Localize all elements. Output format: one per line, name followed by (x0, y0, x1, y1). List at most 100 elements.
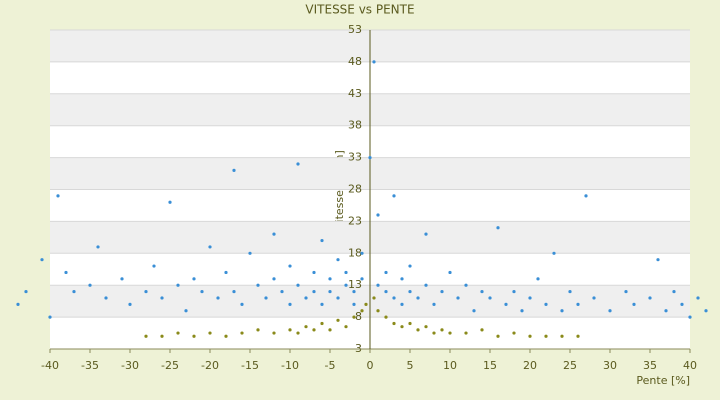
point (248, 251, 252, 255)
point (296, 331, 300, 335)
point (240, 331, 244, 335)
point (48, 315, 52, 319)
point (360, 277, 364, 281)
point (360, 251, 364, 255)
point (432, 302, 436, 306)
y-tick-label: 53 (348, 23, 362, 36)
point (688, 315, 692, 319)
x-tick-label: -5 (325, 359, 336, 372)
point (40, 258, 44, 262)
point (384, 289, 388, 294)
y-tick-label: 48 (348, 55, 362, 68)
point (272, 232, 276, 236)
point (144, 334, 148, 338)
point (312, 270, 316, 275)
point (200, 289, 204, 294)
point (232, 289, 236, 294)
point (328, 277, 332, 281)
point (192, 277, 196, 281)
point (464, 283, 468, 287)
x-tick-label: 0 (367, 359, 374, 372)
x-tick-label: -15 (241, 359, 259, 372)
point (528, 296, 532, 300)
point (216, 296, 220, 300)
point (160, 296, 164, 300)
point (128, 302, 132, 306)
point (448, 270, 452, 275)
point (456, 296, 460, 300)
point (408, 264, 412, 268)
x-axis-title: Pente [%] (636, 374, 690, 387)
point (336, 258, 340, 262)
point (496, 334, 500, 338)
point (432, 331, 436, 335)
point (72, 289, 76, 294)
point (304, 296, 308, 300)
point (120, 277, 124, 281)
point (608, 309, 612, 313)
y-tick-label: 28 (348, 183, 362, 196)
point (504, 302, 508, 306)
point (376, 283, 380, 287)
point (392, 194, 396, 198)
point (448, 331, 452, 335)
point (584, 194, 588, 198)
point (288, 328, 292, 332)
point (240, 302, 244, 306)
point (400, 325, 404, 329)
point (416, 296, 420, 300)
point (288, 264, 292, 268)
point (576, 302, 580, 306)
point (264, 296, 268, 300)
point (480, 328, 484, 332)
point (544, 302, 548, 306)
point (472, 309, 476, 313)
point (288, 302, 292, 306)
point (544, 334, 548, 338)
point (656, 258, 660, 262)
point (648, 296, 652, 300)
point (408, 321, 412, 326)
point (392, 321, 396, 326)
point (320, 321, 324, 326)
point (384, 270, 388, 275)
point (160, 334, 164, 338)
point (272, 331, 276, 335)
point (568, 289, 572, 294)
point (424, 283, 428, 287)
point (520, 309, 524, 313)
point (680, 302, 684, 306)
point (336, 296, 340, 300)
point (328, 328, 332, 332)
y-tick-label: 23 (348, 214, 362, 227)
point (424, 232, 428, 236)
point (364, 302, 368, 306)
point (696, 296, 700, 300)
point (360, 309, 364, 313)
point (496, 226, 500, 230)
point (328, 289, 332, 294)
point (372, 296, 376, 300)
y-tick-label: 38 (348, 119, 362, 132)
point (372, 60, 376, 64)
point (208, 245, 212, 249)
point (488, 296, 492, 300)
point (296, 162, 300, 166)
point (480, 289, 484, 294)
point (440, 289, 444, 294)
x-tick-label: 5 (407, 359, 414, 372)
point (560, 334, 564, 338)
point (232, 168, 236, 172)
point (224, 334, 228, 338)
point (400, 277, 404, 281)
x-tick-label: -10 (281, 359, 299, 372)
point (296, 283, 300, 287)
x-tick-label: 20 (523, 359, 537, 372)
x-tick-label: -40 (41, 359, 59, 372)
point (424, 325, 428, 329)
point (624, 289, 628, 294)
point (560, 309, 564, 313)
point (392, 296, 396, 300)
point (344, 325, 348, 329)
x-tick-label: 35 (643, 359, 657, 372)
